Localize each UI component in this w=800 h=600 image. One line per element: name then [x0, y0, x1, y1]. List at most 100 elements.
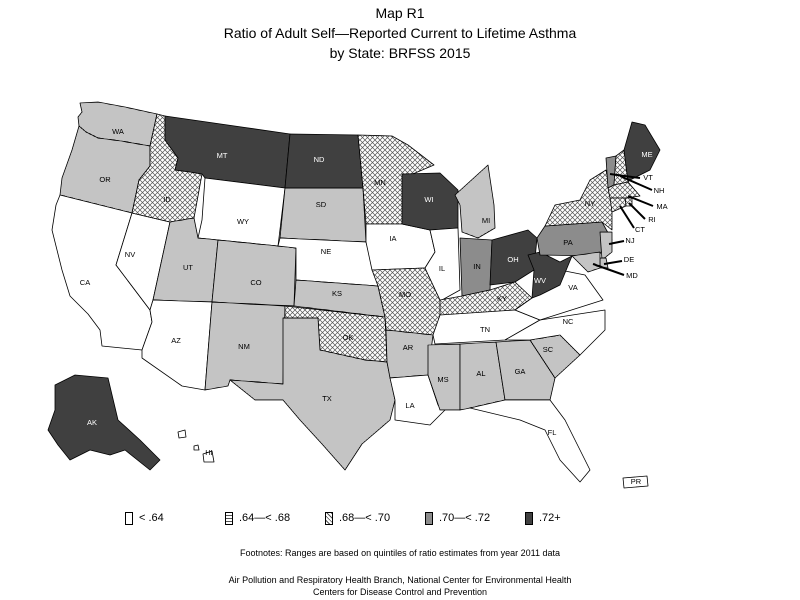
leader-line-de	[603, 260, 623, 265]
state-tx	[229, 317, 396, 471]
state-label-vt: VT	[643, 173, 653, 182]
state-ak	[47, 374, 161, 471]
state-label-va: VA	[568, 283, 577, 292]
state-label-sc: SC	[543, 345, 554, 354]
leader-line-nj	[608, 240, 625, 245]
state-label-co: CO	[250, 278, 261, 287]
state-ct	[609, 197, 627, 213]
state-label-mn: MN	[374, 178, 386, 187]
state-wy	[197, 177, 286, 247]
state-label-ok: OK	[343, 333, 354, 342]
state-label-md: MD	[626, 271, 638, 280]
state-label-la: LA	[405, 401, 414, 410]
legend-item-ge72: .72+	[525, 510, 561, 526]
state-label-wi: WI	[424, 195, 433, 204]
state-label-ak: AK	[87, 418, 97, 427]
footnote: Footnotes: Ranges are based on quintiles…	[239, 548, 561, 558]
legend-item-lt64: < .64	[125, 510, 164, 526]
state-label-ma: MA	[656, 202, 667, 211]
state-label-az: AZ	[171, 336, 181, 345]
state-label-tx: TX	[322, 394, 332, 403]
state-label-wa: WA	[112, 127, 124, 136]
state-label-ar: AR	[403, 343, 414, 352]
state-sd	[279, 187, 367, 243]
state-label-ms: MS	[437, 375, 448, 384]
state-label-ri: RI	[648, 215, 656, 224]
legend-swatch-white	[125, 511, 133, 525]
state-label-nm: NM	[238, 342, 250, 351]
state-label-nh: NH	[654, 186, 665, 195]
state-label-tn: TN	[480, 325, 490, 334]
state-label-ga: GA	[515, 367, 526, 376]
state-ia	[365, 223, 436, 271]
leader-line-md	[592, 263, 625, 276]
state-label-ct: CT	[635, 225, 645, 234]
state-ms	[427, 343, 461, 411]
state-label-wv: WV	[534, 276, 546, 285]
legend-label: .72+	[539, 512, 561, 524]
state-pr	[622, 475, 649, 489]
state-label-sd: SD	[316, 200, 327, 209]
state-label-ut: UT	[183, 263, 193, 272]
state-ny	[544, 169, 613, 231]
state-label-pa: PA	[563, 238, 572, 247]
leader-line-vt	[609, 173, 641, 179]
state-label-al: AL	[476, 369, 485, 378]
state-label-hi: HI	[205, 448, 213, 457]
state-label-id: ID	[163, 195, 171, 204]
legend-swatch-gray	[425, 511, 433, 525]
map-subtitle-year: by State: BRFSS 2015	[329, 45, 471, 61]
map-title: Map R1	[375, 5, 425, 21]
leader-line-nh	[619, 175, 653, 191]
state-label-ky: KY	[497, 294, 507, 303]
state-label-il: IL	[439, 264, 445, 273]
state-label-ne: NE	[321, 247, 331, 256]
legend-label: .70—< .72	[439, 512, 491, 524]
leader-line-ri	[628, 202, 646, 220]
state-label-nd: ND	[314, 155, 325, 164]
state-co	[211, 239, 297, 307]
state-ar	[385, 329, 434, 379]
state-label-oh: OH	[507, 255, 518, 264]
state-label-fl: FL	[548, 428, 557, 437]
legend-label: < .64	[139, 512, 164, 524]
legend-swatch-crosshatch	[325, 511, 333, 525]
state-label-me: ME	[641, 150, 652, 159]
state-label-in: IN	[473, 262, 481, 271]
state-label-de: DE	[624, 255, 634, 264]
state-label-ca: CA	[80, 278, 90, 287]
leader-line-ct	[619, 205, 635, 229]
state-label-nc: NC	[563, 317, 574, 326]
state-label-ks: KS	[332, 289, 342, 298]
state-label-nv: NV	[125, 250, 135, 259]
state-label-wy: WY	[237, 217, 249, 226]
leader-line-ma	[627, 195, 654, 207]
source-line-2: Centers for Disease Control and Preventi…	[312, 587, 488, 597]
source-line-1: Air Pollution and Respiratory Health Bra…	[228, 575, 572, 585]
legend-item-c7072: .70—< .72	[425, 510, 490, 526]
state-label-mt: MT	[217, 151, 228, 160]
legend-swatch-dark	[525, 511, 533, 525]
legend-swatch-lines	[225, 511, 233, 525]
state-label-ia: IA	[389, 234, 396, 243]
legend-item-c6468: .64—< .68	[225, 510, 290, 526]
legend-label: .68—< .70	[339, 512, 391, 524]
legend-label: .64—< .68	[239, 512, 291, 524]
state-label-ny: NY	[585, 199, 595, 208]
state-hi	[177, 429, 215, 463]
state-nj	[599, 231, 613, 261]
legend-item-c6870: .68—< .70	[325, 510, 390, 526]
map-subtitle: Ratio of Adult Self—Reported Current to …	[223, 25, 577, 41]
state-fl	[469, 399, 591, 483]
state-md	[571, 251, 601, 273]
state-me	[623, 121, 661, 183]
state-label-mo: MO	[399, 290, 411, 299]
state-label-mi: MI	[482, 216, 490, 225]
state-nc	[504, 309, 606, 356]
state-label-pr: PR	[631, 477, 642, 486]
state-label-or: OR	[99, 175, 111, 184]
state-az	[141, 299, 213, 391]
state-label-nj: NJ	[625, 236, 634, 245]
state-mi	[454, 164, 496, 239]
